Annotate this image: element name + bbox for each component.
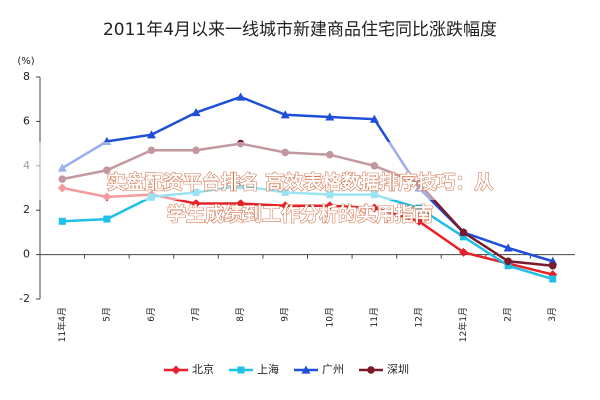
x-tick-label: 9月: [280, 307, 291, 322]
marker: [504, 262, 512, 270]
marker: [459, 247, 469, 257]
marker: [503, 243, 513, 252]
marker: [146, 130, 156, 139]
series-line: [61, 95, 554, 263]
x-tick-label: 11年4月: [56, 307, 68, 342]
legend-label: 深圳: [387, 363, 409, 376]
x-tick-label: 12年1月: [457, 307, 469, 342]
marker: [236, 199, 246, 209]
banner-text: 学生成绩到工作分析的实用指南: [167, 203, 433, 226]
y-tick-label: 6: [23, 114, 30, 127]
legend-label: 上海: [257, 362, 279, 376]
marker: [504, 257, 512, 266]
marker: [191, 108, 201, 117]
marker: [325, 201, 335, 211]
x-tick-label: 7月: [191, 307, 202, 322]
marker: [301, 365, 311, 374]
y-tick-label: 2: [23, 203, 30, 216]
y-axis-label: (%): [17, 56, 34, 67]
marker: [548, 261, 557, 270]
marker: [103, 215, 111, 223]
y-tick-label: -2: [19, 292, 30, 305]
x-tick-label: 8月: [235, 307, 246, 322]
marker: [459, 228, 468, 237]
marker: [191, 199, 201, 209]
marker: [237, 366, 245, 374]
x-tick-label: 3月: [547, 307, 558, 322]
marker: [549, 275, 557, 283]
marker: [171, 365, 181, 375]
legend-label: 北京: [192, 362, 214, 376]
y-tick-label: 0: [23, 248, 30, 261]
legend-label: 广州: [322, 363, 344, 376]
marker: [280, 201, 290, 211]
x-tick-label: 2月: [503, 307, 514, 322]
x-tick-label: 5月: [101, 307, 112, 322]
x-tick-label: 6月: [146, 307, 157, 322]
marker: [325, 112, 335, 121]
banner-text: 实盘配资平台排名 高效表格数据排序技巧：从: [107, 171, 494, 194]
marker: [415, 204, 423, 212]
marker: [280, 110, 290, 119]
x-tick-label: 12月: [413, 307, 424, 327]
marker: [369, 203, 379, 213]
marker: [460, 233, 468, 241]
marker: [58, 217, 66, 225]
marker: [367, 366, 375, 374]
marker: [369, 114, 379, 123]
chart-title: 2011年4月以来一线城市新建商品住宅同比涨跌幅度: [103, 20, 497, 40]
marker: [414, 216, 424, 226]
x-tick-label: 10月: [324, 307, 335, 327]
banner-background: [0, 142, 600, 200]
y-tick-label: 8: [23, 70, 30, 83]
x-tick-label: 11月: [369, 307, 380, 327]
marker: [236, 92, 246, 101]
